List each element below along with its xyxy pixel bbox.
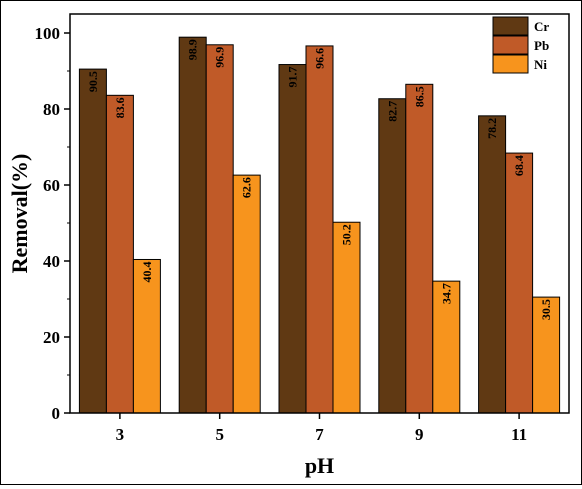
x-tick-label: 9 [415, 425, 424, 444]
legend-label-ni: Ni [534, 57, 547, 72]
bar-cr-ph-5 [178, 36, 207, 414]
bar-ni-ph-5 [232, 174, 261, 414]
bar-pb-ph-5 [205, 44, 234, 414]
data-label-cr-ph-9: 82.7 [385, 101, 399, 122]
data-label-pb-ph-9: 86.5 [412, 86, 426, 107]
data-label-ni-ph-5: 62.6 [240, 177, 254, 198]
bar-cr-ph-3 [78, 68, 107, 414]
y-tick-label: 80 [43, 100, 60, 119]
bars-group [78, 36, 561, 414]
bar-pb-ph-9 [405, 83, 434, 414]
bar-pb-ph-11 [505, 152, 534, 414]
data-label-ni-ph-7: 50.2 [340, 224, 354, 245]
y-axis-title: Removal(%) [7, 154, 32, 274]
data-labels-group: 90.5 83.6 40.4 98.9 96.9 62.6 91.7 96.6 50.2 82.7… [86, 39, 553, 320]
y-tick-label: 100 [35, 24, 61, 43]
bar-ni-ph-9 [432, 280, 461, 414]
legend-swatch-pb [492, 35, 529, 55]
legend-label-cr: Cr [534, 19, 549, 34]
y-tick-label: 40 [43, 252, 60, 271]
y-tick-label: 20 [43, 328, 60, 347]
data-label-pb-ph-5: 96.9 [213, 47, 227, 68]
x-tick-label: 3 [116, 425, 125, 444]
data-label-ni-ph-11: 30.5 [539, 299, 553, 320]
y-tick-label: 60 [43, 176, 60, 195]
bar-cr-ph-7 [278, 64, 307, 414]
bar-cr-ph-9 [378, 98, 407, 414]
x-axis-title: pH [305, 453, 334, 478]
data-label-cr-ph-11: 78.2 [485, 118, 499, 139]
bar-pb-ph-7 [305, 45, 334, 414]
data-label-pb-ph-3: 83.6 [113, 97, 127, 118]
bar-ni-ph-3 [132, 258, 161, 414]
data-label-cr-ph-5: 98.9 [186, 39, 200, 60]
data-label-ni-ph-3: 40.4 [140, 261, 154, 282]
y-tick-label: 0 [52, 404, 61, 423]
legend-swatch-ni [492, 54, 529, 74]
bar-ni-ph-7 [332, 221, 361, 414]
data-label-pb-ph-11: 68.4 [512, 155, 526, 176]
legend-swatch-cr [492, 16, 529, 36]
plot-border [69, 13, 570, 414]
axes-group: 3 5 7 9 11 0 20 40 60 80 100 [35, 13, 570, 444]
legend: Cr Pb Ni [492, 16, 549, 74]
bar-pb-ph-3 [105, 94, 134, 414]
x-tick-label: 11 [511, 425, 527, 444]
x-tick-label: 5 [215, 425, 224, 444]
bar-cr-ph-11 [478, 115, 507, 414]
legend-label-pb: Pb [534, 38, 549, 53]
data-label-pb-ph-7: 96.6 [313, 48, 327, 69]
data-label-cr-ph-3: 90.5 [86, 71, 100, 92]
x-tick-label: 7 [315, 425, 324, 444]
data-label-ni-ph-9: 34.7 [439, 283, 453, 304]
data-label-cr-ph-7: 91.7 [286, 67, 300, 88]
